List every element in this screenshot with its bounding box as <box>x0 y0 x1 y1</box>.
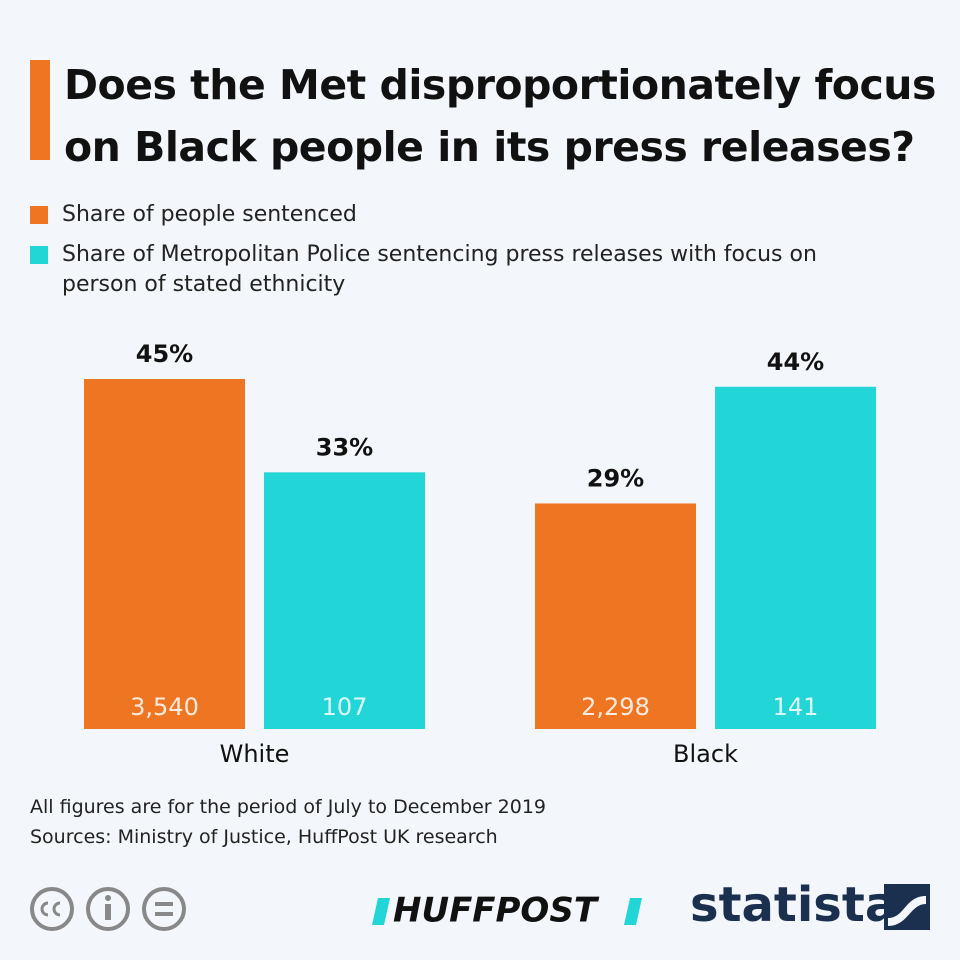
legend-label: Share of Metropolitan Police sentencing … <box>62 242 817 297</box>
huffpost-mark <box>624 898 642 925</box>
legend-swatch <box>30 246 48 264</box>
x-tick-label: Black <box>673 740 738 768</box>
count-label: 107 <box>322 693 368 721</box>
statista-logo <box>888 896 926 926</box>
note: All figures are for the period of July t… <box>30 796 546 818</box>
data-label: 33% <box>316 433 373 461</box>
legend-item: Share of Metropolitan Police sentencing … <box>30 240 822 300</box>
legend-swatch <box>30 206 48 224</box>
note: Sources: Ministry of Justice, HuffPost U… <box>30 826 498 848</box>
brand: HUFFPOST <box>393 891 600 931</box>
legend-label: Share of people sentenced <box>62 202 357 227</box>
x-tick-label: White <box>220 740 290 768</box>
count-label: 141 <box>773 693 819 721</box>
bar <box>264 472 425 729</box>
data-label: 29% <box>587 464 644 492</box>
title-accent <box>30 60 50 160</box>
chart-title: Does the Met disproportionately focus on… <box>64 61 936 171</box>
huffpost-mark <box>372 898 390 925</box>
count-label: 2,298 <box>581 693 650 721</box>
license-icons <box>30 887 186 931</box>
data-label: 44% <box>767 348 824 376</box>
legend-item: Share of people sentenced <box>30 200 822 230</box>
bar <box>84 379 245 729</box>
bar <box>535 503 696 729</box>
brand: statista <box>690 877 897 933</box>
bar <box>715 386 876 729</box>
count-label: 3,540 <box>130 693 199 721</box>
data-label: 45% <box>136 340 193 368</box>
